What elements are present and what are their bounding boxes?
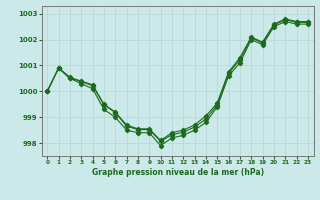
X-axis label: Graphe pression niveau de la mer (hPa): Graphe pression niveau de la mer (hPa) — [92, 168, 264, 177]
